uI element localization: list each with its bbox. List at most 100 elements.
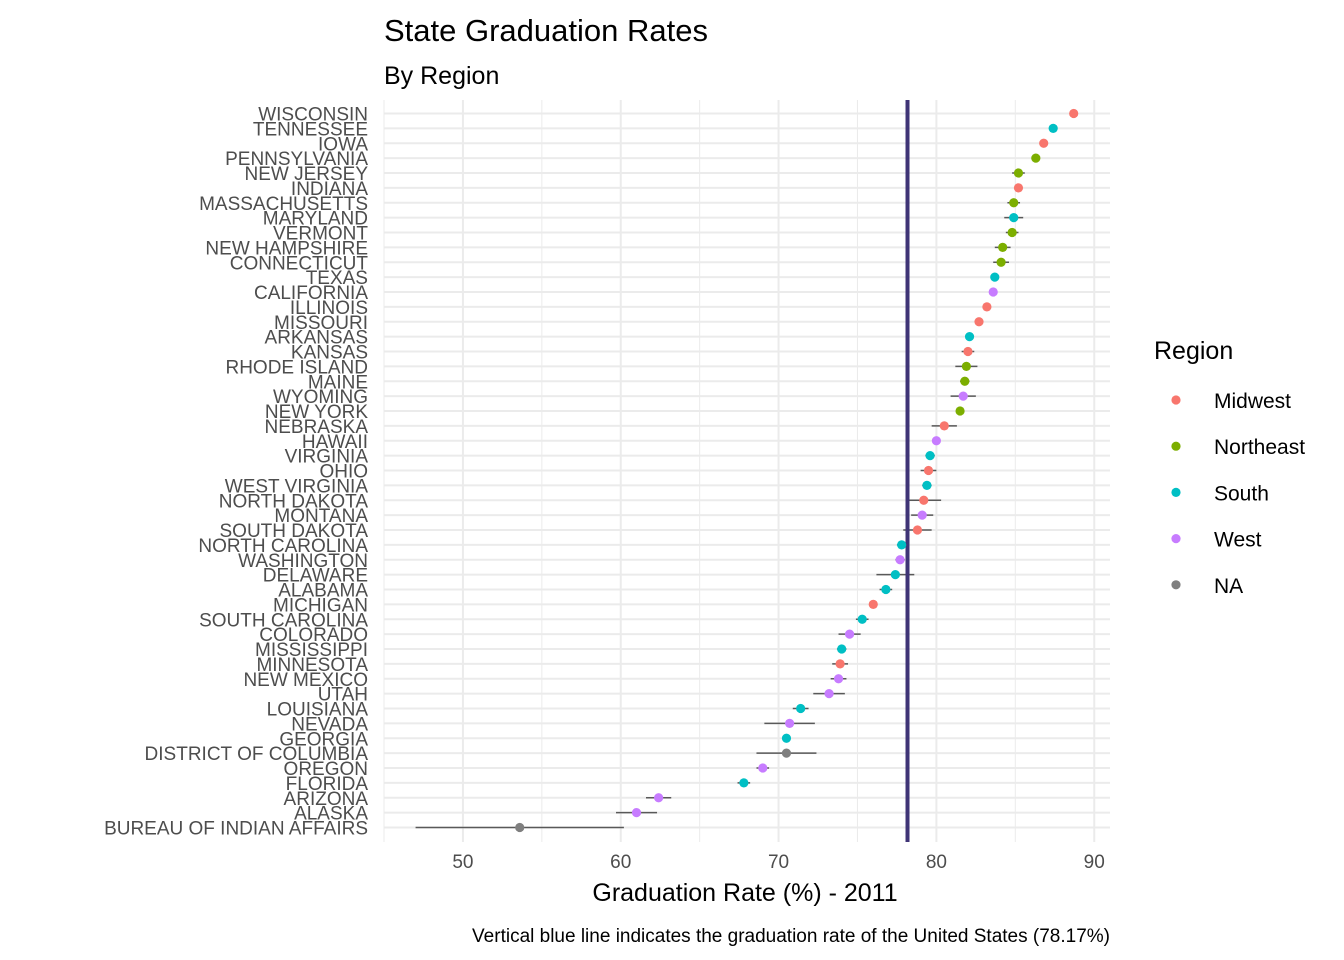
x-axis: 50 60 70 80 90 [452,852,1104,873]
legend-key-northeast [1171,441,1181,451]
y-tick-label-nevada: NEVADA [291,714,368,735]
legend-key-west [1171,534,1181,544]
legend-label-west: West [1214,529,1262,552]
point-alabama [881,584,891,595]
y-tick-label-district-of-columbia: DISTRICT OF COLUMBIA [145,744,369,765]
y-tick-label-wyoming: WYOMING [273,387,368,408]
x-tick-label: 50 [452,852,473,873]
point-iowa [1039,138,1049,148]
point-mississippi [837,644,847,654]
point-alaska [631,808,642,818]
x-tick-label: 60 [610,852,631,873]
y-tick-label-florida: FLORIDA [286,774,369,795]
y-tick-label-south-carolina: SOUTH CAROLINA [199,610,368,631]
point-washington [895,555,905,565]
y-tick-label-texas: TEXAS [306,268,368,289]
y-tick-label-ohio: OHIO [319,462,368,483]
point-maine [960,376,970,386]
point-nebraska [939,421,949,431]
legend-key-na [1171,580,1181,590]
y-tick-label-georgia: GEORGIA [279,729,368,750]
point-georgia [781,733,792,743]
x-tick-label: 90 [1084,852,1105,873]
point-connecticut [996,257,1006,267]
point-delaware [890,570,900,580]
chart-title: State Graduation Rates [384,13,708,48]
y-tick-label-connecticut: CONNECTICUT [230,253,369,274]
point-rhode-island [961,361,971,371]
point-new-mexico [833,674,844,684]
point-nevada [785,718,795,728]
point-arizona [654,793,664,803]
point-kansas [963,346,973,357]
y-tick-label-virginia: VIRGINIA [285,447,369,468]
y-tick-label-south-dakota: SOUTH DAKOTA [220,521,369,542]
point-tennessee [1048,123,1058,133]
point-oregon [758,763,768,773]
point-arkansas [964,332,975,342]
y-tick-label-california: CALIFORNIA [254,283,368,304]
y-tick-label-missouri: MISSOURI [274,313,368,334]
point-ohio [923,465,934,476]
y-tick-label-kansas: KANSAS [291,343,368,364]
point-indiana [1013,183,1024,193]
point-michigan [868,599,878,609]
legend-key-south [1171,487,1181,497]
x-tick-label: 80 [926,852,947,873]
y-tick-label-louisiana: LOUISIANA [267,700,369,721]
point-texas [990,272,1000,282]
y-tick-label-hawaii: HAWAII [302,432,368,453]
y-tick-label-oregon: OREGON [284,759,368,780]
legend-key-midwest [1171,395,1181,405]
y-tick-label-new-jersey: NEW JERSEY [244,164,368,185]
legend-label-northeast: Northeast [1214,436,1305,459]
y-tick-label-utah: UTAH [318,685,368,706]
y-tick-label-vermont: VERMONT [273,224,368,245]
y-tick-label-new-york: NEW YORK [265,402,368,423]
point-minnesota [835,659,845,669]
y-tick-label-new-hampshire: NEW HAMPSHIRE [205,238,368,259]
point-colorado [844,629,855,639]
y-tick-label-maine: MAINE [308,372,368,393]
point-florida [739,778,749,788]
y-tick-label-iowa: IOWA [318,134,368,155]
legend: Region Midwest Northeast South West NA [1154,337,1305,598]
point-wyoming [958,391,968,401]
point-new-hampshire [998,242,1008,252]
y-tick-label-montana: MONTANA [274,506,368,527]
point-new-york [955,406,965,416]
point-virginia [925,451,935,461]
y-tick-label-alabama: ALABAMA [278,581,368,602]
y-tick-label-alaska: ALASKA [294,804,368,825]
y-tick-label-rhode-island: RHODE ISLAND [225,357,368,378]
legend-label-na: NA [1214,575,1243,598]
legend-label-south: South [1214,482,1269,505]
legend-label-midwest: Midwest [1214,390,1291,413]
point-west-virginia [922,480,932,490]
y-tick-label-north-dakota: NORTH DAKOTA [219,491,369,512]
y-tick-label-maryland: MARYLAND [263,209,368,230]
y-tick-label-bureau-of-indian-affairs: BUREAU OF INDIAN AFFAIRS [104,819,368,840]
point-district-of-columbia [781,748,792,758]
y-tick-label-minnesota: MINNESOTA [256,655,368,676]
y-tick-label-pennsylvania: PENNSYLVANIA [225,149,368,170]
point-louisiana [796,703,806,714]
x-tick-label: 70 [768,852,789,873]
y-tick-label-new-mexico: NEW MEXICO [243,670,368,691]
point-south-carolina [857,614,867,624]
y-tick-label-indiana: INDIANA [291,179,368,200]
grid-major [384,100,1110,842]
point-north-carolina [897,540,907,550]
data-points [515,108,1079,833]
y-tick-label-colorado: COLORADO [259,625,368,646]
x-axis-label: Graduation Rate (%) - 2011 [592,879,897,907]
y-tick-label-north-carolina: NORTH CAROLINA [198,536,368,557]
legend-title: Region [1154,337,1233,365]
point-pennsylvania [1031,153,1041,163]
y-tick-label-washington: WASHINGTON [238,551,368,572]
point-massachusetts [1009,198,1019,208]
point-north-dakota [919,495,929,505]
point-wisconsin [1069,108,1079,119]
